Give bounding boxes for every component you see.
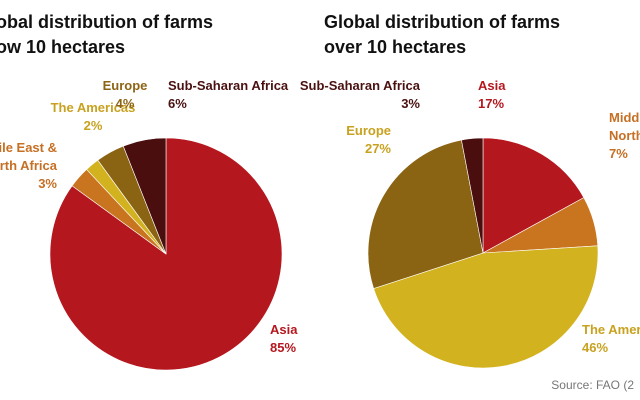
pie-left-label-2: The Americas 2% (51, 100, 136, 133)
source-note: Source: FAO (2 (551, 378, 634, 392)
pie-left-label-3: Europe 4% (103, 78, 148, 111)
pie-chart-left: Asia 85% ile East & rth Africa 3% The America… (0, 78, 298, 371)
pie-right-slice-0 (482, 137, 585, 254)
pie-left-slice-4 (122, 137, 167, 255)
chart-title-left-line-2: ow 10 hectares (0, 37, 126, 57)
pie-right-slice-3 (367, 139, 484, 289)
pie-left-label-1: ile East & rth Africa 3% (0, 140, 58, 191)
pie-right-slice-4 (461, 137, 484, 254)
chart-title-right: Global distribution of farms over 10 hec… (324, 10, 560, 60)
pie-right-label-1: Middle EasNorth Afri7% (609, 110, 640, 161)
pie-left-label-0: Asia 85% (270, 322, 298, 355)
pie-right-label-2: The Amer 46% (582, 322, 640, 355)
pie-right-slice-2 (373, 245, 599, 369)
chart-title-left-line-1: obal distribution of farms (0, 12, 214, 32)
chart-title-right-line-2: over 10 hectares (324, 37, 467, 57)
pie-right-label-0: Asia 17% (478, 78, 506, 111)
pie-right-label-3: Europe 27% (346, 123, 391, 156)
pie-left-label-4: Sub-Saharan Africa 6% (168, 78, 289, 111)
pie-right-label-4: Sub-Saharan Africa 3% (300, 78, 421, 111)
chart-title-right-line-1: Global distribution of farms (324, 12, 561, 32)
chart-title-left: obal distribution of farms ow 10 hectare… (0, 10, 213, 60)
